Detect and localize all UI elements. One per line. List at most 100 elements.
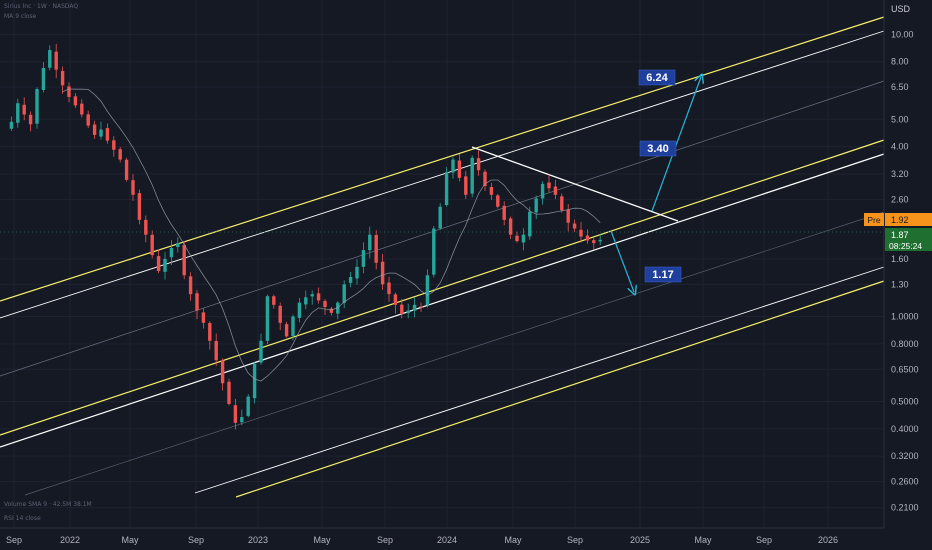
candle-body: [297, 302, 302, 318]
candle: [86, 110, 90, 128]
candle-body: [438, 206, 442, 229]
target-label-mid[interactable]: 3.40: [639, 140, 677, 157]
candle: [412, 297, 417, 318]
candle: [220, 358, 225, 391]
candle-body: [412, 304, 417, 311]
candle: [342, 280, 346, 309]
candle: [572, 219, 577, 233]
candle: [54, 43, 58, 79]
candle: [316, 287, 321, 304]
target-label-high[interactable]: 6.24: [638, 69, 676, 86]
candle: [35, 87, 39, 129]
candle: [508, 216, 513, 239]
price-tick-label: 0.2600: [891, 477, 919, 487]
candle: [214, 333, 218, 366]
candle: [553, 179, 558, 200]
candle-body: [470, 157, 474, 194]
candle: [323, 299, 327, 316]
candle: [41, 61, 46, 93]
candle: [240, 409, 244, 426]
candle-body: [528, 211, 532, 237]
candle-body: [393, 294, 398, 305]
channel-lower-white[interactable]: [194, 266, 885, 494]
candle-body: [188, 276, 193, 295]
candle-body: [182, 244, 186, 276]
candle-body: [508, 218, 513, 235]
candle: [80, 99, 84, 118]
channel-lower-yellow[interactable]: [235, 280, 885, 498]
target-label-mid-text: 3.40: [647, 143, 668, 155]
plot-background: [0, 0, 884, 528]
candle: [60, 66, 65, 94]
candle: [406, 303, 410, 319]
channel-lower-mid-grey[interactable]: [24, 211, 885, 496]
candle: [176, 237, 180, 253]
projection-arrow-down[interactable]: [610, 230, 634, 292]
time-tick-label: 2022: [60, 535, 80, 545]
candle: [432, 226, 436, 278]
candle: [425, 269, 430, 308]
candle: [99, 121, 103, 140]
candle-body: [112, 140, 116, 150]
candle-body: [489, 186, 494, 195]
candle: [592, 237, 596, 250]
candle: [483, 169, 487, 191]
candle-body: [265, 296, 270, 341]
channel-upper-mid-grey[interactable]: [0, 80, 885, 377]
time-tick-label: Sep: [756, 535, 772, 545]
candle: [534, 195, 538, 220]
candle: [73, 93, 78, 108]
descending-trendline[interactable]: [471, 146, 679, 222]
symbol-info[interactable]: Sirius Inc · 1W · NASDAQ: [4, 3, 79, 10]
candle-body: [214, 340, 218, 361]
candle: [457, 154, 462, 182]
vertical-gridlines: [13, 0, 829, 528]
candle-body: [195, 293, 199, 311]
candle-body: [252, 363, 257, 399]
pre-market-badge[interactable]: Pre 1.92: [864, 213, 932, 226]
candle: [374, 230, 378, 270]
projection-arrow-up[interactable]: [651, 77, 701, 212]
last-price-badge[interactable]: 1.87 08:25:24: [885, 228, 932, 251]
candle: [521, 228, 526, 251]
time-tick-label: May: [694, 535, 712, 545]
rsi-indicator-info[interactable]: RSI 14 close: [4, 515, 41, 522]
candle-body: [342, 284, 346, 303]
candle: [9, 116, 14, 131]
candle-body: [515, 235, 519, 242]
channel-middle-yellow[interactable]: [0, 139, 885, 436]
time-tick-label: 2024: [437, 535, 457, 545]
channel-lines[interactable]: [0, 16, 885, 498]
channel-upper-yellow[interactable]: [0, 16, 885, 302]
candle: [182, 241, 186, 280]
candle: [438, 203, 442, 230]
target-label-low[interactable]: 1.17: [644, 266, 682, 283]
channel-middle-white[interactable]: [0, 153, 885, 448]
time-tick-labels: Sep 2022 May Sep 2023 May Sep 2024 May Sep 2025 May…: [6, 535, 838, 545]
candle: [150, 230, 154, 259]
candle: [16, 98, 20, 128]
candle: [227, 378, 231, 406]
indicator-info[interactable]: MA 9 close: [4, 13, 37, 20]
channel-upper-white[interactable]: [0, 30, 885, 319]
candle: [579, 222, 583, 243]
time-axis[interactable]: [0, 528, 884, 550]
candle-body: [35, 89, 39, 124]
time-tick-label: May: [313, 535, 331, 545]
volume-indicator-info[interactable]: Volume SMA 9 · 42.5M 38.1M: [4, 501, 92, 508]
candle: [284, 321, 289, 338]
candle-body: [361, 250, 366, 267]
candle-body: [92, 124, 97, 135]
last-price: 1.87: [891, 230, 909, 240]
candle: [208, 321, 212, 350]
candle-body: [80, 103, 84, 115]
price-tick-label: 1.60: [891, 254, 909, 264]
price-axis[interactable]: [884, 0, 932, 550]
candle-body: [579, 229, 583, 237]
candle-body: [316, 293, 321, 301]
candle-body: [156, 256, 161, 271]
candle: [528, 206, 532, 240]
time-tick-label: Sep: [188, 535, 204, 545]
currency-label[interactable]: USD: [891, 4, 911, 14]
